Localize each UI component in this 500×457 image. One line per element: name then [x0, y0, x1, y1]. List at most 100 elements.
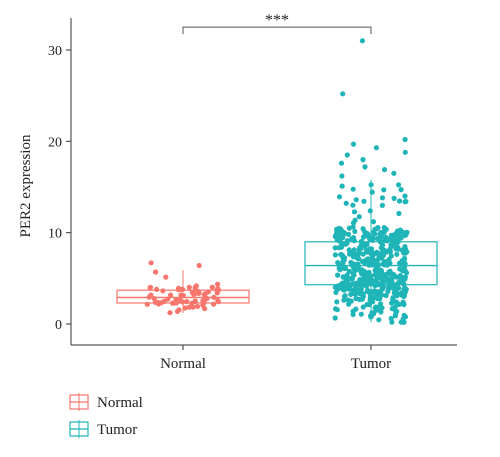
data-point [389, 306, 395, 312]
data-point [344, 152, 350, 158]
data-point [378, 275, 384, 281]
data-point [350, 186, 356, 192]
data-point [381, 187, 387, 193]
data-point [338, 251, 344, 258]
data-point [349, 291, 355, 297]
data-point [360, 304, 366, 310]
data-point [148, 260, 154, 266]
data-point [338, 160, 345, 166]
data-point [356, 214, 362, 220]
data-point [402, 136, 408, 143]
x-tick-label: Normal [160, 356, 206, 372]
data-point [362, 276, 368, 282]
data-point [385, 288, 391, 294]
significance-annotation: *** [182, 12, 372, 35]
data-point [369, 189, 375, 195]
y-tick-label: 0 [55, 318, 62, 333]
data-point [350, 235, 357, 241]
legend-label: Tumor [97, 422, 137, 438]
data-point [342, 231, 348, 237]
data-point [373, 292, 379, 298]
data-point [340, 235, 346, 241]
data-point [352, 286, 358, 292]
data-point [356, 256, 362, 262]
data-point [332, 284, 339, 290]
data-point [396, 198, 403, 204]
data-point [163, 274, 169, 280]
data-point [402, 244, 408, 250]
data-point [189, 289, 195, 295]
data-point [196, 290, 202, 296]
data-point [186, 284, 192, 290]
data-point [362, 243, 368, 249]
data-point [374, 250, 380, 256]
data-point [402, 149, 408, 155]
plot-area [116, 38, 438, 325]
data-point [403, 270, 410, 276]
data-point [367, 294, 373, 301]
data-point [376, 317, 382, 323]
legend-label: Normal [97, 395, 143, 411]
series-tumor [304, 38, 438, 325]
data-point [366, 259, 373, 266]
box [116, 289, 250, 304]
data-point [346, 225, 352, 231]
data-point [400, 229, 406, 235]
data-point [346, 247, 352, 253]
data-point [379, 234, 385, 240]
data-point [215, 281, 221, 287]
data-point [401, 281, 407, 287]
data-point [147, 284, 154, 290]
data-point [387, 246, 393, 252]
data-point [361, 233, 368, 239]
data-point [388, 271, 394, 277]
data-point [352, 217, 358, 223]
y-axis: 0 10 20 30 [48, 18, 72, 345]
data-point [362, 269, 368, 275]
data-point [360, 157, 366, 163]
data-point [334, 233, 340, 239]
data-point [380, 252, 386, 259]
data-point [211, 301, 217, 307]
data-point [379, 195, 386, 201]
data-point [391, 170, 397, 176]
data-point [360, 226, 366, 232]
data-point [333, 289, 339, 295]
data-point [344, 272, 350, 278]
data-point [384, 249, 390, 255]
legend-item-normal: Normal [69, 393, 143, 411]
data-point [378, 245, 384, 251]
data-point [367, 281, 373, 287]
data-point [334, 299, 340, 305]
data-point [209, 284, 215, 290]
data-point [167, 310, 173, 316]
data-point [343, 200, 349, 206]
data-point [332, 315, 338, 321]
data-point [401, 319, 407, 325]
data-point [167, 292, 174, 298]
data-point [394, 251, 400, 257]
data-point [358, 311, 364, 317]
data-point [193, 283, 199, 289]
data-point [190, 304, 196, 310]
data-point [364, 249, 370, 255]
data-point [338, 226, 344, 232]
data-point [196, 262, 202, 269]
data-point [376, 268, 382, 274]
data-point [160, 288, 166, 294]
data-point [345, 297, 351, 303]
data-point [369, 249, 375, 255]
data-point [359, 38, 365, 44]
box [304, 241, 438, 286]
data-point [381, 284, 387, 290]
data-point [346, 301, 352, 307]
data-point [351, 250, 357, 256]
data-point [332, 252, 338, 258]
data-point [350, 308, 356, 314]
data-point [388, 315, 394, 322]
data-point [339, 183, 345, 189]
data-point [154, 286, 160, 292]
data-point [375, 225, 381, 231]
data-point [342, 293, 348, 299]
